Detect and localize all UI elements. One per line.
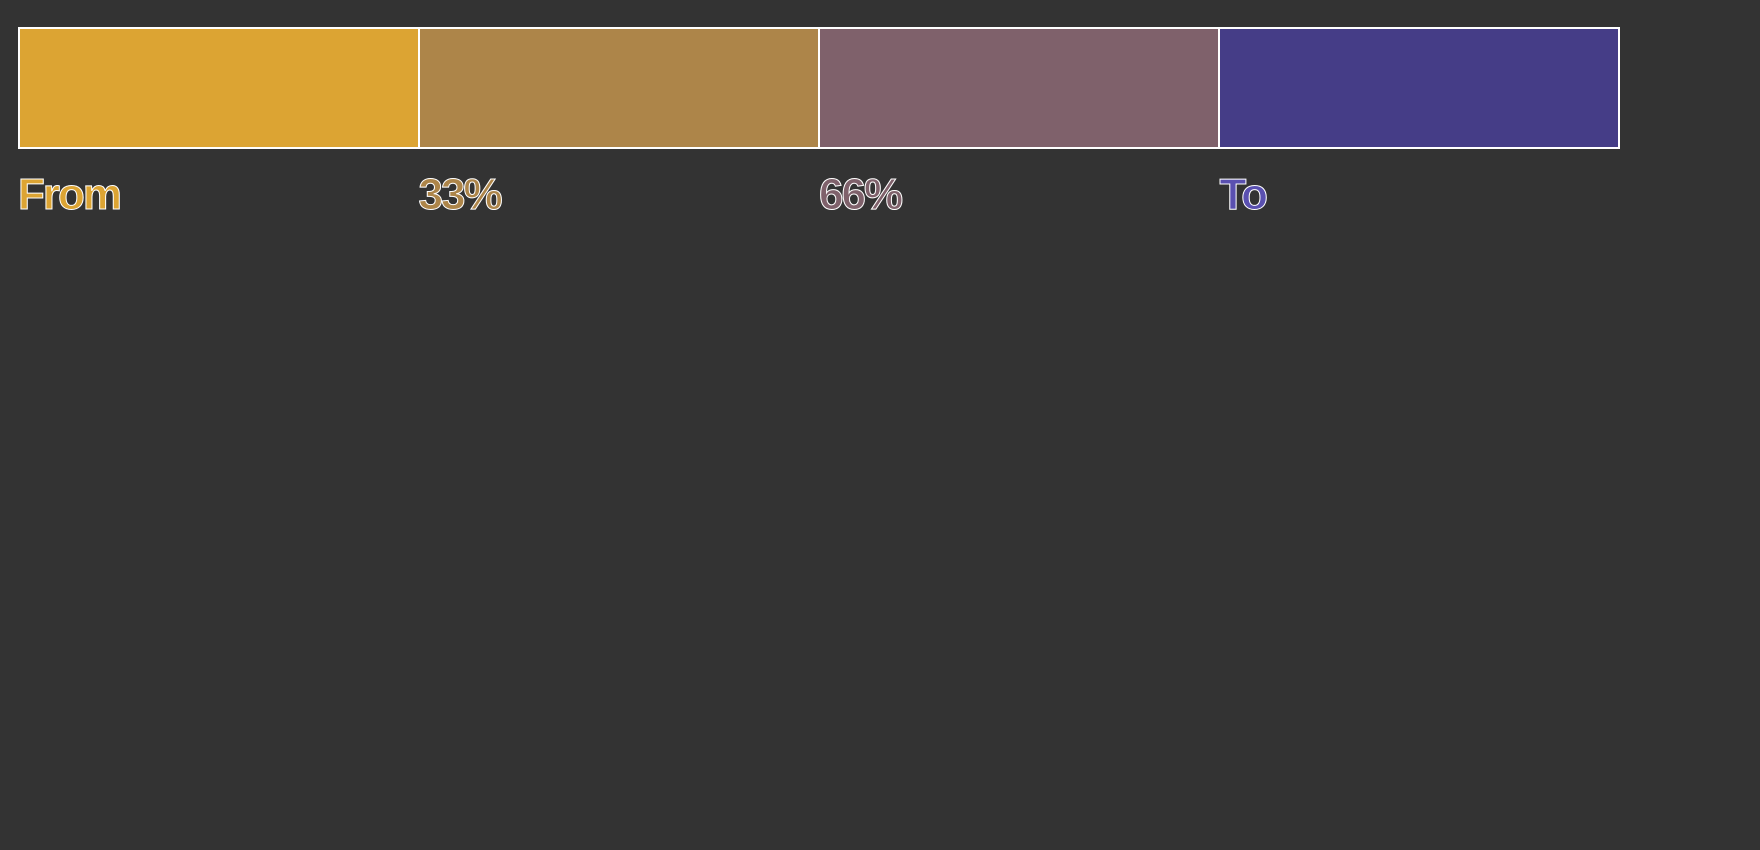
gradient-swatch-strip <box>18 27 1620 149</box>
stop-labels: From 33% 66% To <box>18 168 1620 222</box>
stop-label-to: To <box>1219 170 1268 220</box>
swatch-from <box>20 29 418 147</box>
swatch-66-percent <box>818 29 1218 147</box>
swatch-to <box>1218 29 1618 147</box>
stop-label-33-percent: 33% <box>418 170 503 220</box>
stop-label-66-percent: 66% <box>819 170 904 220</box>
swatch-33-percent <box>418 29 818 147</box>
stop-label-from: From <box>18 170 123 220</box>
